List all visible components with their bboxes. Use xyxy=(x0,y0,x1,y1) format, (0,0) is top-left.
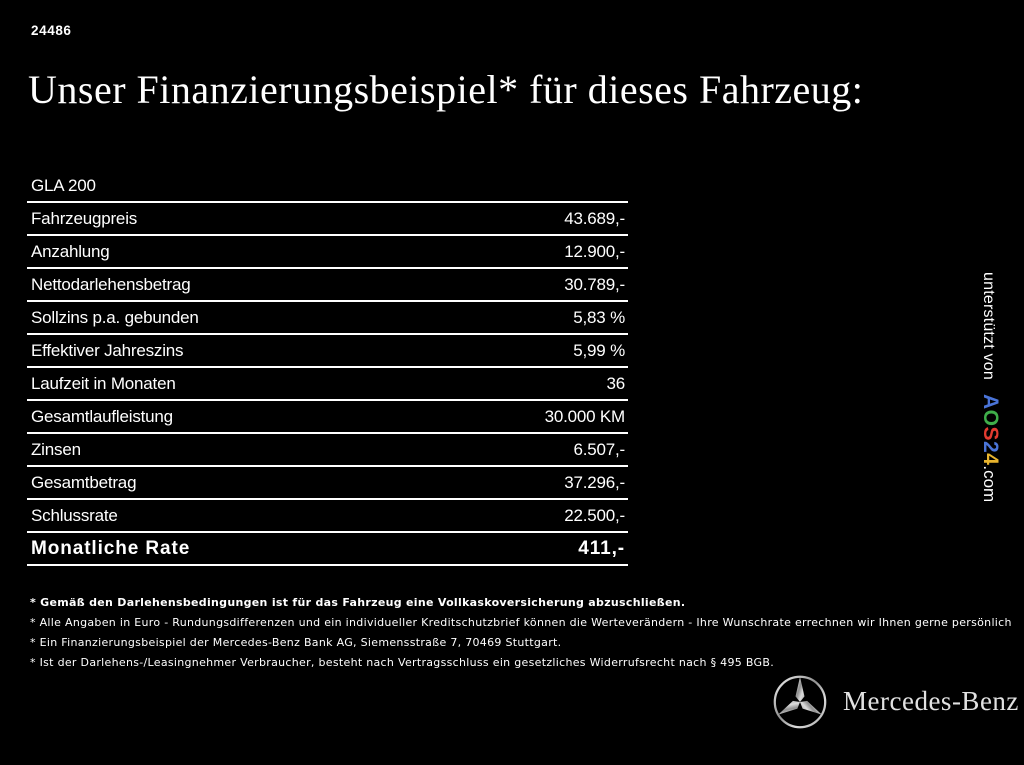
footnote-line: * Gemäß den Darlehensbedingungen ist für… xyxy=(30,596,686,609)
aos24-letter: S xyxy=(979,426,1002,441)
row-label: Laufzeit in Monaten xyxy=(31,373,176,393)
row-value: 30.789,- xyxy=(564,274,625,294)
row-value: 30.000 KM xyxy=(544,406,626,426)
row-label: Anzahlung xyxy=(31,241,110,261)
table-row: Schlussrate 22.500,- xyxy=(27,500,628,533)
row-value: 37.296,- xyxy=(564,472,625,492)
total-row: Monatliche Rate 411,- xyxy=(27,533,628,566)
finance-table: GLA 200 Fahrzeugpreis 43.689,- Anzahlung 12… xyxy=(27,170,628,566)
credit-prefix-label: unterstützt von xyxy=(980,272,997,380)
row-value: 5,99 % xyxy=(573,340,625,360)
model-row: GLA 200 xyxy=(27,170,628,203)
footer-brand: Mercedes-Benz xyxy=(772,674,1018,734)
table-row: Laufzeit in Monaten 36 xyxy=(27,368,628,401)
table-row: Effektiver Jahreszins 5,99 % xyxy=(27,335,628,368)
table-row: Gesamtbetrag 37.296,- xyxy=(27,467,628,500)
model-name: GLA 200 xyxy=(31,175,96,195)
aos24-letter: O xyxy=(979,409,1002,427)
row-value: 6.507,- xyxy=(573,439,625,459)
table-row: Zinsen 6.507,- xyxy=(27,434,628,467)
row-label: Gesamtlaufleistung xyxy=(31,406,173,426)
table-row: Nettodarlehensbetrag 30.789,- xyxy=(27,269,628,302)
footnote-line: * Ein Finanzierungsbeispiel der Mercedes… xyxy=(30,636,562,649)
footnote-line: * Ist der Darlehens-/Leasingnehmer Verbr… xyxy=(30,656,774,669)
mercedes-star-icon xyxy=(773,675,827,729)
table-row: Sollzins p.a. gebunden 5,83 % xyxy=(27,302,628,335)
aos24-logo: AOS24 xyxy=(978,394,1002,465)
mercedes-benz-wordmark: Mercedes-Benz xyxy=(843,686,1019,716)
row-value: 5,83 % xyxy=(573,307,625,327)
table-row: Gesamtlaufleistung 30.000 KM xyxy=(27,401,628,434)
aos24-letter: 2 xyxy=(979,440,1002,454)
row-label: Gesamtbetrag xyxy=(31,472,137,492)
row-value: 43.689,- xyxy=(564,208,625,228)
total-row-label: Monatliche Rate xyxy=(31,537,191,559)
row-label: Fahrzeugpreis xyxy=(31,208,138,228)
row-label: Schlussrate xyxy=(31,505,118,525)
aos24-letter: A xyxy=(979,393,1002,410)
page-title: Unser Finanzierungsbeispiel* für dieses … xyxy=(28,67,864,112)
row-label: Effektiver Jahreszins xyxy=(31,340,184,360)
row-label: Nettodarlehensbetrag xyxy=(31,274,191,294)
vehicle-id-code: 24486 xyxy=(31,23,72,38)
table-row: Fahrzeugpreis 43.689,- xyxy=(27,203,628,236)
aos24-letter: 4 xyxy=(979,453,1002,466)
row-label: Zinsen xyxy=(31,439,81,459)
footnote-line: * Alle Angaben in Euro - Rundungsdiffere… xyxy=(30,616,1012,629)
row-label: Sollzins p.a. gebunden xyxy=(31,307,199,327)
credit-domain-suffix: .com xyxy=(980,465,999,503)
finance-rows: Fahrzeugpreis 43.689,- Anzahlung 12.900,- Ne… xyxy=(27,203,628,533)
row-value: 12.900,- xyxy=(564,241,625,261)
row-value: 36 xyxy=(606,373,625,393)
table-row: Anzahlung 12.900,- xyxy=(27,236,628,269)
row-value: 22.500,- xyxy=(564,505,625,525)
total-row-value: 411,- xyxy=(578,537,625,559)
sidebar-credit: unterstützt von AOS24 .com xyxy=(972,272,1002,562)
footnotes: * Gemäß den Darlehensbedingungen ist für… xyxy=(30,596,1012,677)
